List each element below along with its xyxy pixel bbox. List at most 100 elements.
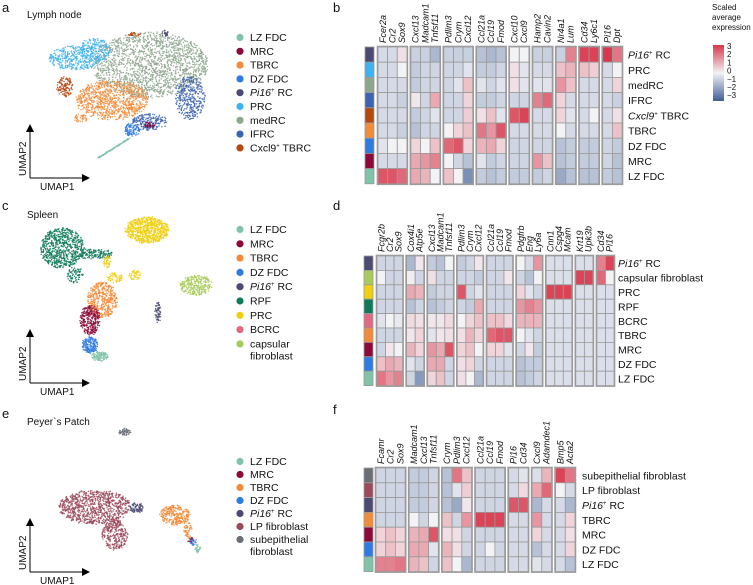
- umap-point-ifrc: [133, 118, 136, 121]
- umap-point-medrc: [195, 59, 198, 61]
- umap-point-ifrc: [138, 115, 141, 117]
- umap-point-medrc: [147, 77, 149, 80]
- umap-point-mrc: [146, 126, 149, 128]
- umap-point-medrc: [132, 53, 135, 56]
- umap-point-rpf: [58, 230, 61, 233]
- umap-point-medrc: [138, 72, 141, 74]
- umap-point-medrc: [155, 46, 158, 48]
- umap-point-ifrc: [153, 113, 156, 116]
- umap-point-rpf: [81, 239, 84, 241]
- umap-point-ifrc: [152, 117, 154, 120]
- umap-point-medrc: [127, 58, 129, 60]
- umap-point-rpf: [65, 239, 67, 242]
- umap-point-ifrc: [159, 117, 162, 119]
- umap-point-ifrc: [145, 118, 147, 121]
- umap-point-medrc: [201, 56, 204, 59]
- umap-point-rpf: [52, 247, 55, 250]
- umap-point-tbrc: [103, 102, 106, 104]
- umap-point-medrc: [144, 55, 146, 58]
- umap-point-tbrc: [109, 107, 112, 109]
- umap-point-prc: [57, 58, 60, 60]
- umap-point-prc: [97, 63, 99, 65]
- umap-point-medrc: [169, 75, 172, 77]
- umap-point-ifrc: [191, 94, 193, 96]
- umap-point-ifrc: [198, 97, 201, 100]
- umap-point-prc: [70, 56, 72, 58]
- umap-point-prc: [68, 61, 71, 63]
- umap-point-medrc: [138, 60, 141, 63]
- umap-point-prc: [73, 55, 75, 57]
- umap-point-ifrc: [159, 121, 162, 123]
- umap-point-rpf: [76, 236, 78, 239]
- umap-point-rpf: [62, 227, 65, 229]
- umap-point-ifrc: [182, 86, 184, 88]
- umap-point-medrc: [131, 68, 134, 70]
- umap-point-cxcl9-tbrc: [67, 94, 70, 96]
- umap-point-medrc: [129, 63, 131, 65]
- umap-point-tbrc: [91, 85, 93, 87]
- umap-point-tbrc: [107, 107, 109, 110]
- umap-point-prc: [65, 57, 67, 60]
- umap-point-rpf: [41, 240, 43, 242]
- umap-point-medrc: [180, 54, 183, 57]
- umap-point-medrc: [138, 49, 141, 51]
- umap-point-medrc: [126, 67, 128, 69]
- umap-point-dz-fdc: [127, 131, 130, 134]
- umap-point-medrc: [165, 43, 167, 46]
- umap-point-ifrc: [187, 103, 189, 105]
- umap-point-ifrc: [204, 95, 206, 97]
- umap-point-tbrc: [98, 95, 100, 97]
- umap-point-ifrc: [184, 89, 186, 92]
- umap-point-lz-fdc: [112, 147, 115, 149]
- umap-point-prc: [65, 55, 67, 58]
- legend-item: TBRC: [236, 60, 279, 72]
- umap-point-medrc: [149, 62, 152, 65]
- umap-point-tbrc: [101, 97, 104, 100]
- umap-point-medrc: [165, 49, 168, 51]
- umap-point-medrc: [128, 61, 131, 63]
- umap-point-medrc: [165, 72, 167, 74]
- umap-point-medrc: [151, 88, 153, 91]
- umap-point-medrc: [198, 77, 200, 80]
- umap-point-prc: [55, 53, 57, 56]
- umap-point-rpf: [72, 243, 74, 245]
- umap-point-medrc: [156, 42, 158, 44]
- umap-point-medrc: [193, 70, 195, 72]
- umap-point-tbrc: [98, 87, 101, 90]
- umap-point-tbrc: [101, 86, 103, 88]
- umap-point-ifrc: [158, 114, 161, 116]
- umap-point-rpf: [61, 229, 64, 232]
- umap-point-medrc: [98, 68, 100, 70]
- umap-point-prc: [76, 62, 79, 65]
- umap-point-rpf: [53, 254, 55, 256]
- umap-point-cxcl9-tbrc: [60, 86, 62, 88]
- umap-point-medrc: [172, 43, 174, 46]
- umap-point-tbrc: [93, 90, 95, 93]
- umap-point-tbrc: [104, 90, 106, 93]
- umap-point-cxcl9-tbrc: [62, 85, 64, 87]
- umap-point-medrc: [126, 93, 128, 95]
- umap-point-rpf: [58, 235, 61, 238]
- umap-point-rpf: [60, 259, 63, 262]
- umap-point-medrc: [136, 39, 138, 41]
- umap-point-rpf: [51, 231, 53, 234]
- umap-point-rpf: [77, 255, 79, 258]
- umap-point-medrc: [167, 64, 169, 67]
- umap-point-rpf: [72, 262, 74, 265]
- legend-label: MRC: [250, 46, 274, 58]
- umap-point-medrc: [113, 54, 116, 56]
- umap-point-lz-fdc: [104, 153, 106, 155]
- umap-point-medrc: [201, 67, 204, 70]
- umap-point-tbrc: [112, 113, 114, 115]
- umap-point-medrc: [147, 96, 150, 99]
- umap-point-tbrc: [91, 90, 93, 93]
- umap-point-prc: [58, 63, 60, 66]
- umap-point-tbrc: [132, 83, 134, 85]
- umap-point-ifrc: [200, 88, 202, 90]
- umap-point-medrc: [99, 62, 102, 65]
- umap-point-medrc: [150, 95, 152, 98]
- umap-point-medrc: [150, 55, 152, 58]
- umap-point-medrc: [160, 90, 162, 93]
- umap-point-medrc: [141, 81, 144, 83]
- umap-point-medrc: [103, 78, 106, 81]
